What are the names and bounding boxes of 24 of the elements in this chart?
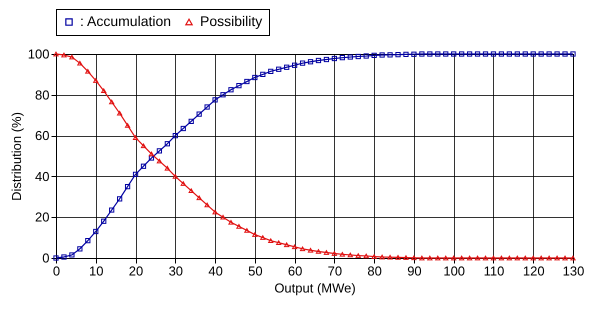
x-axis-title: Output (MWe) [274, 280, 356, 296]
y-tick-label: 80 [35, 87, 50, 102]
x-tick-label: 40 [208, 264, 223, 278]
x-tick-label: 80 [367, 264, 382, 278]
y-axis-title: Distribution (%) [8, 112, 24, 201]
x-tick-label: 0 [52, 264, 60, 278]
x-tick-label: 70 [328, 264, 342, 278]
x-tick-label: 30 [168, 264, 184, 278]
x-tick-label: 10 [89, 264, 104, 278]
x-tick-label: 100 [443, 264, 466, 278]
x-tick-label: 60 [288, 264, 302, 278]
x-tick-label: 120 [522, 264, 545, 278]
x-tick-label: 90 [407, 264, 422, 278]
x-tick-label: 110 [484, 264, 504, 278]
legend-label: : Accumulation [80, 13, 172, 29]
y-tick-label: 100 [28, 46, 50, 62]
x-tick-label: 50 [248, 264, 263, 278]
legend-label: Possibility [200, 13, 262, 29]
x-tick-label: 130 [562, 264, 584, 278]
y-tick-label: 40 [35, 168, 50, 184]
y-tick-label: 20 [35, 210, 50, 225]
y-tick-label: 0 [42, 250, 50, 266]
x-tick-label: 20 [128, 264, 144, 278]
y-tick-label: 60 [35, 128, 50, 144]
